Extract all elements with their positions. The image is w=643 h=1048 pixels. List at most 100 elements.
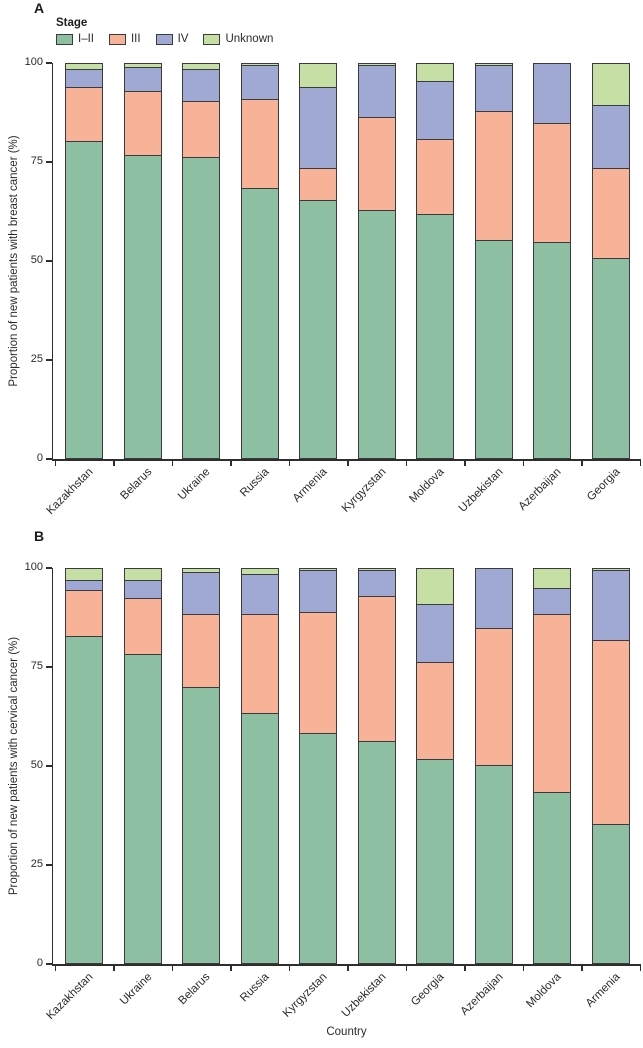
bar-segment-georgia-stage-i-ii bbox=[591, 257, 630, 459]
y-tick bbox=[46, 161, 52, 163]
x-tick bbox=[581, 965, 583, 971]
bar-segment-armenia-stage-i-ii bbox=[591, 823, 630, 964]
x-tick bbox=[405, 460, 407, 466]
bar-segment-ukraine-stage-iv bbox=[182, 68, 220, 103]
x-tick bbox=[639, 460, 641, 466]
bar-segment-kyrgyzstan-stage-iii bbox=[299, 611, 337, 734]
bar-segment-belarus-stage-iv bbox=[123, 66, 162, 93]
legend-items: I–II III IV Unknown bbox=[56, 33, 288, 45]
y-tick-label-50: 50 bbox=[30, 759, 43, 771]
plot-area-breast-cancer: 0 25 50 75 100 Kazakhstan Belarus Ukraine Russia… bbox=[25, 56, 641, 517]
bar-segment-ukraine-stage-i-ii bbox=[182, 156, 220, 459]
bar-segment-moldova-stage-iv bbox=[416, 80, 454, 140]
legend-title: Stage bbox=[56, 17, 88, 29]
bar-segment-georgia-stage-iv bbox=[416, 603, 454, 663]
y-tick-label-25: 25 bbox=[30, 353, 43, 365]
bar-segment-moldova-stage-iv bbox=[533, 587, 571, 616]
x-tick bbox=[522, 460, 524, 466]
bar-segment-armenia-stage-unknown bbox=[299, 63, 337, 89]
y-tick-label-25: 25 bbox=[30, 858, 43, 870]
bar-segment-belarus-stage-iii bbox=[123, 90, 162, 156]
bar-segment-uzbekistan-stage-i-ii bbox=[357, 740, 396, 964]
x-axis-line bbox=[51, 459, 641, 461]
bar-segment-ukraine-stage-unknown bbox=[182, 63, 220, 71]
bar-segment-kazakhstan-stage-i-ii bbox=[65, 140, 103, 459]
x-tick bbox=[171, 965, 173, 971]
x-tick bbox=[522, 965, 524, 971]
bar-segment-azerbaijan-stage-iv bbox=[533, 63, 571, 124]
bar-segment-armenia-stage-iii bbox=[299, 167, 337, 202]
bar-segment-uzbekistan-stage-iv bbox=[357, 569, 396, 598]
x-axis-line bbox=[51, 964, 641, 966]
y-tick bbox=[46, 62, 52, 64]
y-axis-line bbox=[51, 63, 53, 461]
bar-segment-russia-stage-i-ii bbox=[240, 187, 279, 459]
y-tick bbox=[46, 567, 52, 569]
y-tick-label-100: 100 bbox=[24, 561, 43, 573]
panel-b-label: B bbox=[34, 528, 45, 544]
legend-item-iv: IV bbox=[155, 33, 188, 45]
legend-swatch-unknown bbox=[203, 33, 221, 45]
bar-segment-belarus-stage-unknown bbox=[123, 63, 162, 69]
bar-segment-russia-stage-iii bbox=[240, 98, 279, 190]
bar-segment-georgia-stage-i-ii bbox=[416, 758, 454, 964]
y-tick-label-75: 75 bbox=[30, 660, 43, 672]
x-tick bbox=[171, 460, 173, 466]
bar-segment-kazakhstan-stage-iii bbox=[65, 589, 103, 637]
bar-segment-moldova-stage-unknown bbox=[416, 63, 454, 83]
x-tick bbox=[288, 965, 290, 971]
bar-segment-belarus-stage-iv bbox=[182, 571, 220, 616]
bar-segment-georgia-stage-iii bbox=[416, 661, 454, 760]
x-tick bbox=[230, 460, 232, 466]
legend-item-iii: III bbox=[108, 33, 141, 45]
bar-segment-georgia-stage-unknown bbox=[591, 63, 630, 107]
bar-segment-kazakhstan-stage-iv bbox=[65, 579, 103, 592]
bar-segment-ukraine-stage-unknown bbox=[123, 568, 162, 582]
bar-segment-azerbaijan-stage-iii bbox=[474, 627, 513, 766]
bar-segment-kyrgyzstan-stage-iv bbox=[357, 64, 396, 118]
x-tick bbox=[113, 965, 115, 971]
x-tick bbox=[113, 460, 115, 466]
bar-segment-kyrgyzstan-stage-unknown bbox=[299, 568, 337, 572]
bar-segment-georgia-stage-iv bbox=[591, 104, 630, 170]
bar-segment-uzbekistan-stage-iii bbox=[357, 595, 396, 742]
legend-swatch-iv bbox=[155, 33, 173, 45]
bar-segment-russia-stage-iii bbox=[240, 613, 279, 715]
y-tick-label-0: 0 bbox=[36, 452, 43, 464]
bar-segment-armenia-stage-iv bbox=[591, 569, 630, 641]
stage-legend: Stage I–II III IV Unknown bbox=[56, 17, 288, 45]
bar-segment-moldova-stage-i-ii bbox=[416, 213, 454, 459]
bar-segment-uzbekistan-stage-unknown bbox=[357, 568, 396, 572]
legend-item-unknown: Unknown bbox=[203, 33, 273, 45]
y-tick bbox=[46, 963, 52, 965]
x-tick bbox=[347, 965, 349, 971]
bar-segment-armenia-stage-i-ii bbox=[299, 199, 337, 459]
bar-segment-russia-stage-i-ii bbox=[240, 712, 279, 964]
bar-segment-kyrgyzstan-stage-iv bbox=[299, 569, 337, 614]
y-tick bbox=[46, 260, 52, 262]
y-tick bbox=[46, 458, 52, 460]
legend-swatch-i-ii bbox=[56, 33, 73, 45]
bar-segment-kazakhstan-stage-iii bbox=[65, 86, 103, 142]
bar-segment-ukraine-stage-iii bbox=[182, 100, 220, 158]
legend-item-i-ii: I–II bbox=[56, 33, 94, 45]
y-tick bbox=[46, 765, 52, 767]
x-tick bbox=[54, 460, 56, 466]
bar-segment-kazakhstan-stage-iv bbox=[65, 68, 103, 89]
bar-segment-armenia-stage-iv bbox=[299, 86, 337, 170]
bar-segment-uzbekistan-stage-unknown bbox=[474, 63, 513, 67]
bar-segment-moldova-stage-iii bbox=[533, 613, 571, 794]
bar-segment-belarus-stage-i-ii bbox=[182, 686, 220, 964]
legend-swatch-iii bbox=[108, 33, 126, 45]
x-tick bbox=[464, 965, 466, 971]
bar-segment-georgia-stage-iii bbox=[591, 167, 630, 259]
x-tick bbox=[405, 965, 407, 971]
bar-segment-azerbaijan-stage-iv bbox=[474, 568, 513, 629]
bar-segment-georgia-stage-unknown bbox=[416, 568, 454, 606]
y-tick-label-0: 0 bbox=[36, 957, 43, 969]
bar-segment-kyrgyzstan-stage-i-ii bbox=[299, 732, 337, 964]
bar-segment-uzbekistan-stage-iii bbox=[474, 110, 513, 241]
legend-label-iii: III bbox=[130, 33, 141, 45]
bar-segment-kazakhstan-stage-unknown bbox=[65, 568, 103, 582]
